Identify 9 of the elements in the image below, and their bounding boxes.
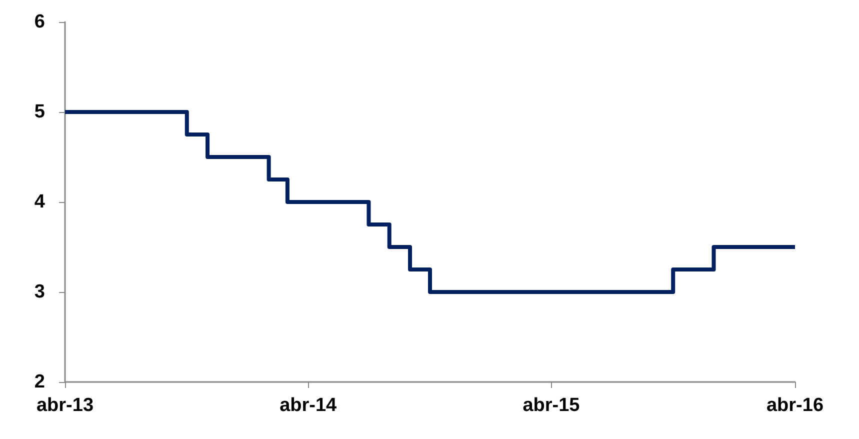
y-tick-label: 4 <box>34 192 46 212</box>
x-tick-label: abr-16 <box>766 395 824 416</box>
y-tick-label: 6 <box>34 12 45 32</box>
y-tick-label: 3 <box>34 282 45 302</box>
y-tick-label: 2 <box>34 372 45 392</box>
x-tick-label: abr-13 <box>36 395 94 416</box>
x-tick-label: abr-15 <box>522 395 580 416</box>
y-tick-label: 5 <box>34 102 46 122</box>
x-tick-label: abr-14 <box>280 395 338 416</box>
